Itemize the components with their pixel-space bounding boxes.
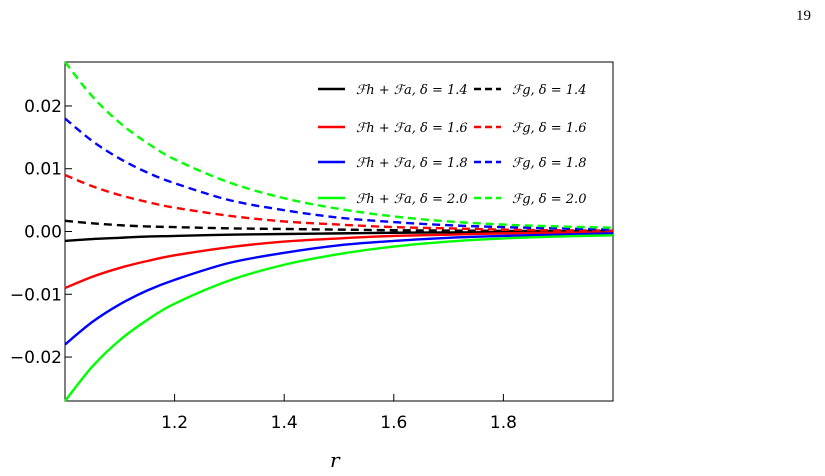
x-tick-label: 1.8 xyxy=(490,413,517,433)
legend: ℱh + ℱa, δ = 1.4 ℱh + ℱa, δ = 1.6 ℱh + ℱa,… xyxy=(318,83,586,207)
series-line-6 xyxy=(64,234,614,402)
ticks-layer: −0.02 −0.01 0.00 0.01 0.02 1.2 1.4 1.6 1.8 xyxy=(10,97,517,433)
y-tick-label: −0.02 xyxy=(10,348,62,368)
series-line-5 xyxy=(64,117,614,231)
y-tick-label: −0.01 xyxy=(10,285,62,305)
legend-label: ℱh + ℱa, δ = 2.0 xyxy=(356,192,468,207)
series-line-4 xyxy=(64,232,614,346)
y-tick-label: 0.02 xyxy=(24,97,62,117)
legend-label: ℱg, δ = 2.0 xyxy=(512,192,586,207)
x-tick-label: 1.2 xyxy=(161,413,188,433)
x-tick-label: 1.6 xyxy=(380,413,407,433)
page-number: 19 xyxy=(796,8,811,24)
legend-label: ℱh + ℱa, δ = 1.8 xyxy=(356,156,468,171)
series-line-2 xyxy=(64,231,614,290)
y-tick-label: 0.00 xyxy=(24,223,62,243)
y-tick-label: 0.01 xyxy=(24,160,62,180)
series-line-7 xyxy=(64,61,614,229)
legend-label: ℱg, δ = 1.8 xyxy=(512,156,586,171)
legend-label: ℱh + ℱa, δ = 1.4 xyxy=(356,83,468,98)
series-layer xyxy=(64,61,614,402)
series-line-0 xyxy=(64,230,614,243)
x-tick-label: 1.4 xyxy=(271,413,298,433)
legend-label: ℱg, δ = 1.6 xyxy=(512,121,586,136)
legend-label: ℱh + ℱa, δ = 1.6 xyxy=(356,121,468,136)
series-line-1 xyxy=(64,219,614,233)
series-line-3 xyxy=(64,173,614,232)
legend-label: ℱg, δ = 1.4 xyxy=(512,83,586,98)
x-axis-label: r xyxy=(330,448,340,472)
